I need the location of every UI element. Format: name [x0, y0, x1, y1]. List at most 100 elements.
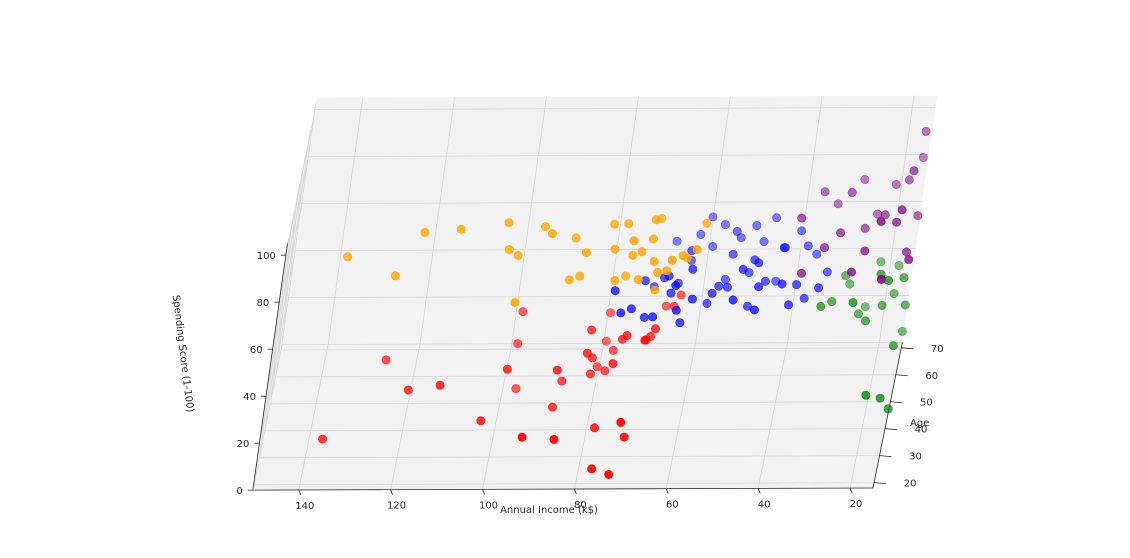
data-point: [688, 264, 698, 274]
data-point: [557, 376, 567, 386]
grid-line: [308, 154, 929, 157]
data-point: [860, 175, 870, 185]
data-point: [547, 229, 557, 239]
data-point: [687, 294, 697, 304]
grid-line: [270, 401, 891, 405]
data-point: [604, 469, 614, 479]
data-point: [904, 175, 914, 185]
data-point: [759, 237, 769, 247]
z-tick-label: 100: [257, 251, 276, 262]
grid-line: [265, 250, 296, 397]
x-tick-mark: [298, 489, 302, 496]
z-tick-label: 0: [236, 486, 242, 497]
data-point: [650, 324, 660, 334]
y-axis-label: Age: [910, 418, 929, 429]
data-point: [661, 301, 671, 311]
axis-tick-labels: 140 120 100 80 60 40 20 20 30 40 50 60 70 0 20 40 60 80 10…: [236, 251, 943, 512]
grid-line: [253, 482, 875, 486]
data-point: [692, 245, 702, 255]
data-point: [610, 275, 620, 285]
data-point: [707, 288, 717, 298]
data-point: [760, 276, 770, 286]
z-axis-label: Spending Score (1-100): [170, 294, 195, 413]
data-point: [861, 390, 871, 400]
data-point: [671, 280, 681, 290]
data-point: [511, 384, 521, 394]
data-point: [513, 251, 523, 261]
y-tick-mark: [874, 482, 887, 485]
data-point: [901, 247, 911, 257]
data-point: [653, 267, 663, 277]
data-point: [640, 276, 650, 286]
data-point: [667, 255, 677, 265]
data-point: [812, 249, 822, 259]
data-point: [639, 312, 649, 322]
data-point: [752, 221, 762, 231]
z-tick-label: 60: [250, 345, 263, 356]
x-tick-mark: [665, 488, 669, 494]
data-point: [513, 339, 523, 349]
data-point: [696, 230, 706, 240]
grid-line: [285, 109, 316, 256]
grid-line: [275, 374, 896, 378]
data-point: [909, 166, 919, 176]
data-point: [833, 199, 843, 209]
data-point: [610, 244, 620, 254]
data-point: [648, 234, 658, 244]
data-point: [720, 274, 730, 284]
data-point: [633, 275, 643, 285]
data-point: [609, 219, 619, 229]
data-point: [649, 256, 659, 266]
data-point: [897, 326, 907, 336]
data-point: [587, 325, 597, 335]
data-point: [860, 223, 870, 233]
grid-line: [757, 342, 788, 489]
x-tick-mark: [757, 488, 761, 494]
data-point: [592, 362, 602, 372]
z-tick-label: 80: [256, 298, 269, 309]
floor-pane: [252, 342, 903, 491]
data-point: [601, 336, 611, 346]
data-point: [814, 283, 824, 293]
grid-line: [272, 203, 303, 350]
y-tick-mark: [901, 347, 914, 350]
y-tick-mark: [895, 374, 908, 377]
data-point: [860, 246, 870, 256]
data-point: [876, 257, 886, 267]
data-point: [783, 300, 793, 310]
data-point: [318, 434, 328, 444]
data-point: [827, 297, 837, 307]
data-point: [626, 304, 636, 314]
x-tick-label: 100: [479, 500, 498, 511]
grid-line: [259, 455, 880, 459]
data-point: [510, 298, 520, 308]
data-point: [803, 241, 813, 251]
data-point: [571, 233, 581, 243]
data-point: [622, 331, 632, 341]
data-point: [504, 218, 514, 228]
data-point: [476, 416, 486, 426]
data-point: [662, 266, 672, 276]
data-point: [648, 312, 658, 322]
data-point: [754, 282, 764, 292]
data-point: [819, 243, 829, 253]
data-point: [581, 248, 591, 258]
data-point: [502, 364, 512, 374]
data-point: [629, 236, 639, 246]
grid-line: [295, 248, 916, 251]
data-point: [877, 300, 887, 310]
data-point: [892, 217, 902, 227]
grid-line: [252, 344, 283, 491]
data-point: [918, 153, 928, 163]
data-point: [608, 359, 618, 369]
data-point: [846, 267, 856, 277]
data-point: [720, 220, 730, 230]
grid-line: [327, 97, 364, 345]
data-point: [845, 279, 855, 289]
x-axis-label: Annual Income (k$): [500, 505, 598, 516]
data-point: [899, 273, 909, 283]
data-point: [628, 251, 638, 261]
x-axis-line: [252, 487, 874, 491]
